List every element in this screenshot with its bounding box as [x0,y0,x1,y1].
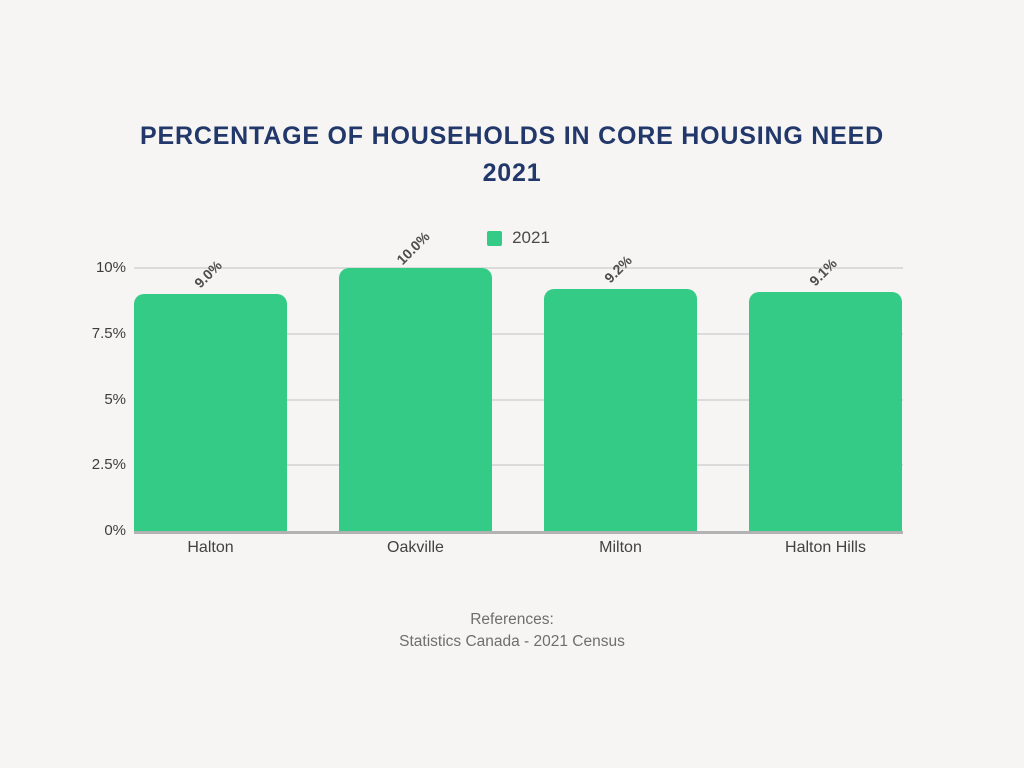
bar-oakville[interactable] [339,268,492,531]
y-axis-tick-label: 10% [95,259,126,276]
references-source: Statistics Canada - 2021 Census [399,633,625,650]
legend-label: 2021 [512,228,550,247]
bar-halton-hills[interactable] [749,291,902,531]
references-heading: References: [470,611,554,628]
y-axis-tick-label: 7.5% [91,324,126,342]
bar-milton[interactable] [544,289,697,531]
chart-title-line1: PERCENTAGE OF HOUSEHOLDS IN CORE HOUSING… [140,122,884,150]
y-axis-tick-label: 0% [104,522,126,539]
gridline [134,332,903,335]
y-axis-tick-label: 5% [104,390,126,408]
y-axis-tick-label: 2.5% [91,456,126,474]
x-axis-category-label: Halton Hills [785,539,866,556]
x-axis-category-label: Milton [599,539,642,556]
chart-title-line2: 2021 [482,159,542,187]
legend-swatch-icon [487,230,503,246]
gridline [134,398,903,401]
legend[interactable]: 2021 [134,228,903,248]
x-axis-line [134,531,903,534]
x-axis-category-label: Oakville [387,539,444,556]
gridline [134,464,903,467]
plot-area: 9.0% 10.0% 9.2% 9.1% [134,228,903,534]
bar-halton[interactable] [134,294,287,531]
references: References: Statistics Canada - 2021 Cen… [62,609,962,653]
chart-title: PERCENTAGE OF HOUSEHOLDS IN CORE HOUSING… [62,118,962,192]
gridline [134,267,903,269]
x-axis-category-label: Halton [187,539,234,556]
